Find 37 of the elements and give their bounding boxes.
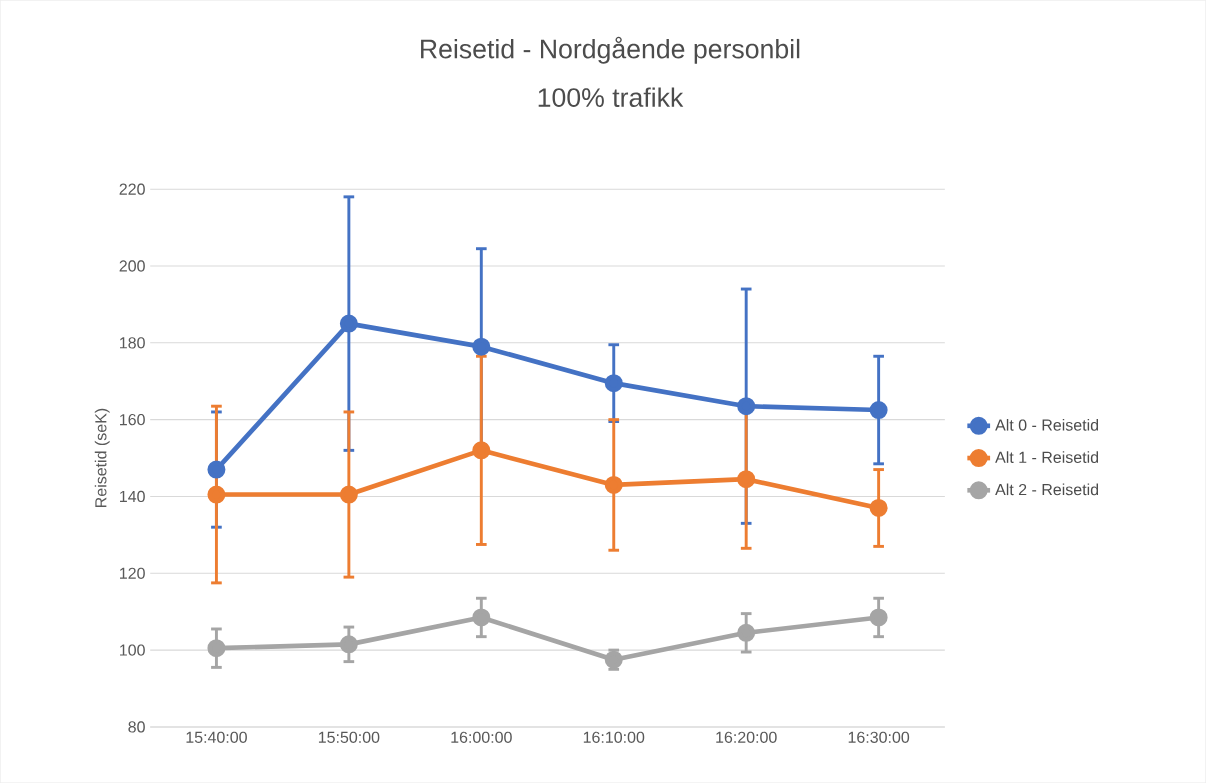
- x-tick-label: 16:20:00: [716, 731, 777, 743]
- x-tick-label: 16:30:00: [848, 731, 910, 743]
- legend-label: Alt 2 - Reisetid: [995, 483, 1099, 496]
- y-tick-label: 160: [120, 413, 145, 426]
- point: [207, 639, 226, 658]
- y-tick-label: 80: [128, 721, 145, 733]
- x-tick-label: 16:00:00: [451, 731, 512, 743]
- point: [737, 470, 756, 489]
- point: [604, 374, 623, 393]
- chart-subtitle: 100% trafikk: [538, 87, 684, 107]
- point: [207, 460, 226, 479]
- x-tick-label: 16:10:00: [583, 731, 645, 743]
- point: [869, 608, 888, 627]
- x-tick-label: 15:40:00: [186, 731, 247, 743]
- x-tick-label: 15:50:00: [318, 731, 380, 743]
- y-tick-label: 200: [119, 260, 145, 272]
- point: [472, 337, 491, 356]
- y-tick-label: 140: [120, 490, 145, 503]
- point: [472, 608, 491, 627]
- y-tick-label: 120: [120, 567, 145, 579]
- y-tick-label: 100: [120, 644, 145, 656]
- point: [472, 441, 491, 460]
- point: [869, 498, 888, 517]
- point: [207, 485, 226, 504]
- point: [339, 314, 358, 333]
- y-axis-title: Reisetid (seK): [94, 408, 110, 507]
- point: [339, 485, 358, 504]
- y-tick-label: 220: [119, 183, 145, 195]
- chart-title: Reisetid - Nordgående personbil: [421, 36, 800, 64]
- legend-label: Alt 0 - Reisetid: [995, 418, 1099, 431]
- point: [869, 400, 888, 419]
- point: [339, 635, 358, 654]
- legend-label: Alt 1 - Reisetid: [995, 451, 1099, 463]
- point: [737, 623, 756, 642]
- y-tick-label: 180: [120, 337, 145, 349]
- point: [737, 397, 756, 416]
- point: [604, 475, 623, 494]
